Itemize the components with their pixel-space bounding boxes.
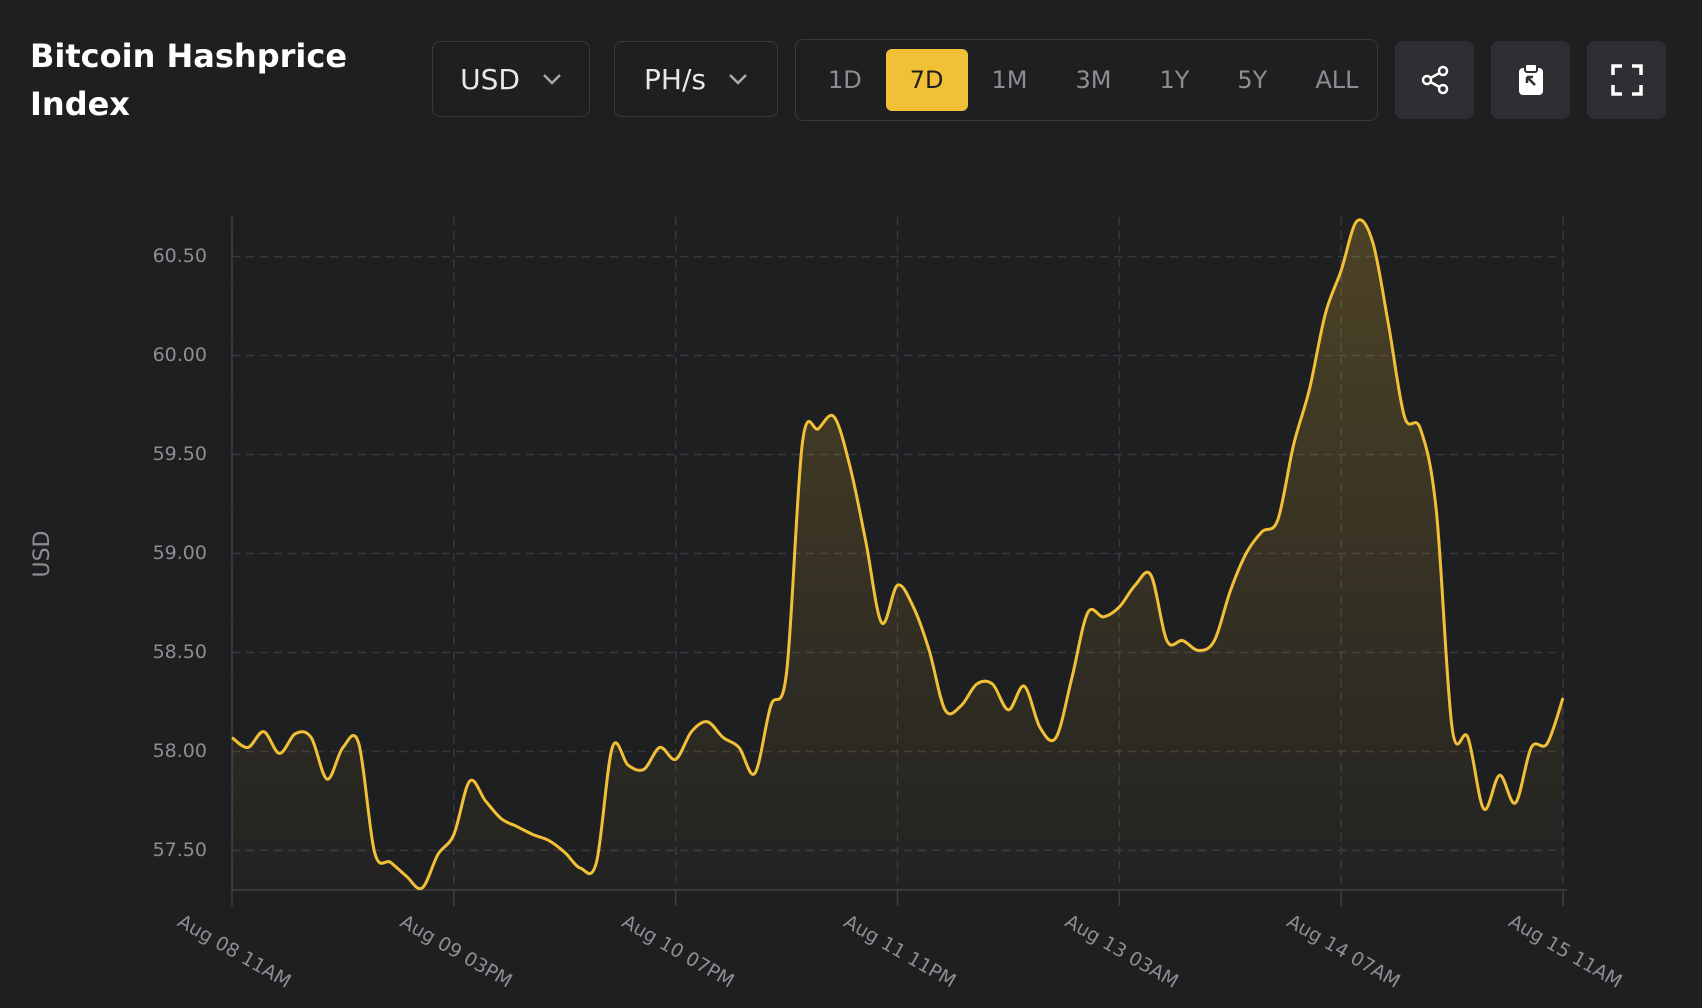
y-tick-label: 60.00 (153, 344, 207, 366)
fullscreen-icon (1610, 64, 1643, 96)
y-tick-label: 59.50 (153, 443, 207, 465)
unit-label: PH/s (644, 62, 706, 96)
x-tick-label: Aug 11 11PM (840, 911, 960, 993)
y-tick-label: 59.00 (153, 542, 207, 564)
chevron-icon (729, 74, 747, 85)
currency-label: USD (460, 62, 520, 96)
range-button[interactable]: 7D (885, 49, 968, 111)
share-icon (1421, 65, 1448, 95)
x-tick-label: Aug 13 03AM (1061, 910, 1182, 993)
range-selector: 1D 7D 1M 3M 1Y 5Y ALL (795, 39, 1378, 121)
area-fill (232, 219, 1563, 891)
chevron-icon (543, 74, 561, 85)
y-axis-label: USD (30, 530, 55, 577)
clipboard-icon (1518, 63, 1543, 95)
x-tick-label: Aug 10 07PM (618, 911, 738, 993)
range-button[interactable]: 5Y (1237, 66, 1268, 94)
x-tick-label: Aug 08 11AM (174, 910, 295, 993)
y-tick-label: 58.00 (153, 740, 207, 762)
fullscreen-button[interactable] (1587, 41, 1666, 119)
clipboard-button[interactable] (1491, 41, 1570, 119)
range-button[interactable]: 1M (991, 66, 1028, 94)
x-tick-label: Aug 09 03PM (396, 911, 516, 993)
unit-dropdown[interactable]: PH/s (614, 41, 778, 117)
page-title: Bitcoin Hashprice Index (30, 37, 348, 123)
y-tick-label: 58.50 (153, 641, 207, 663)
data-line (231, 218, 1565, 891)
range-button[interactable]: ALL (1315, 66, 1359, 94)
x-tick-label: Aug 14 07AM (1283, 910, 1404, 993)
range-button[interactable]: 1D (828, 66, 862, 94)
currency-dropdown[interactable]: USD (432, 41, 590, 117)
y-tick-label: 57.50 (153, 839, 207, 861)
x-tick-label: Aug 15 11AM (1505, 910, 1626, 993)
y-tick-label: 60.50 (153, 245, 207, 267)
range-button[interactable]: 1Y (1159, 66, 1190, 94)
share-button[interactable] (1395, 41, 1474, 119)
range-button[interactable]: 3M (1075, 66, 1112, 94)
